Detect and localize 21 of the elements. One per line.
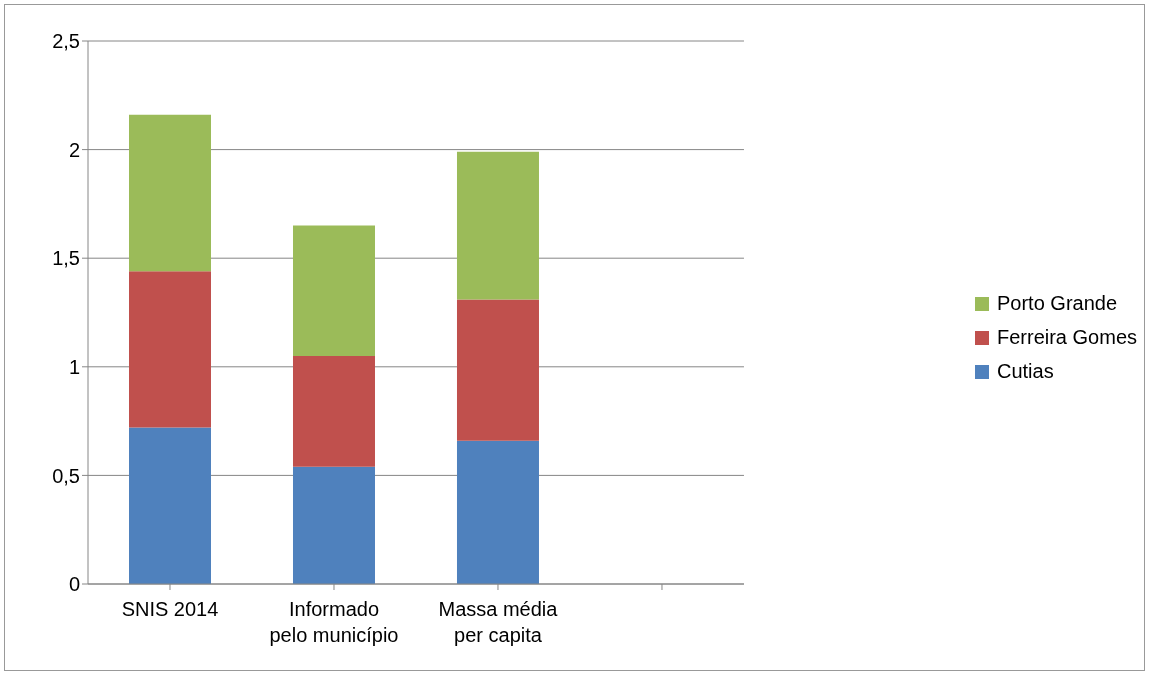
x-tick-label: Informado pelo município: [269, 598, 399, 646]
x-tick-label: SNIS 2014: [121, 598, 219, 620]
y-tick-label: 0,5: [52, 464, 80, 487]
legend-label: Cutias: [996, 360, 1054, 383]
bar: [129, 427, 211, 584]
bar: [456, 299, 539, 441]
y-tick-label: 2,5: [52, 30, 80, 53]
legend-label: Ferreira Gomes: [996, 326, 1137, 349]
y-tick-label: 1,5: [52, 247, 80, 270]
y-tick-label: 0: [68, 573, 80, 596]
bar: [292, 225, 375, 356]
bar: [129, 271, 211, 428]
y-tick-label: 2: [68, 138, 80, 161]
bar: [292, 466, 375, 584]
bar: [129, 114, 211, 272]
legend-label: Porto Grande: [996, 292, 1118, 315]
y-tick-label: 1: [68, 355, 80, 378]
bar: [456, 151, 539, 300]
x-tick-label: Massa média per capita: [438, 598, 559, 646]
bar: [456, 440, 539, 584]
bar: [292, 355, 375, 467]
